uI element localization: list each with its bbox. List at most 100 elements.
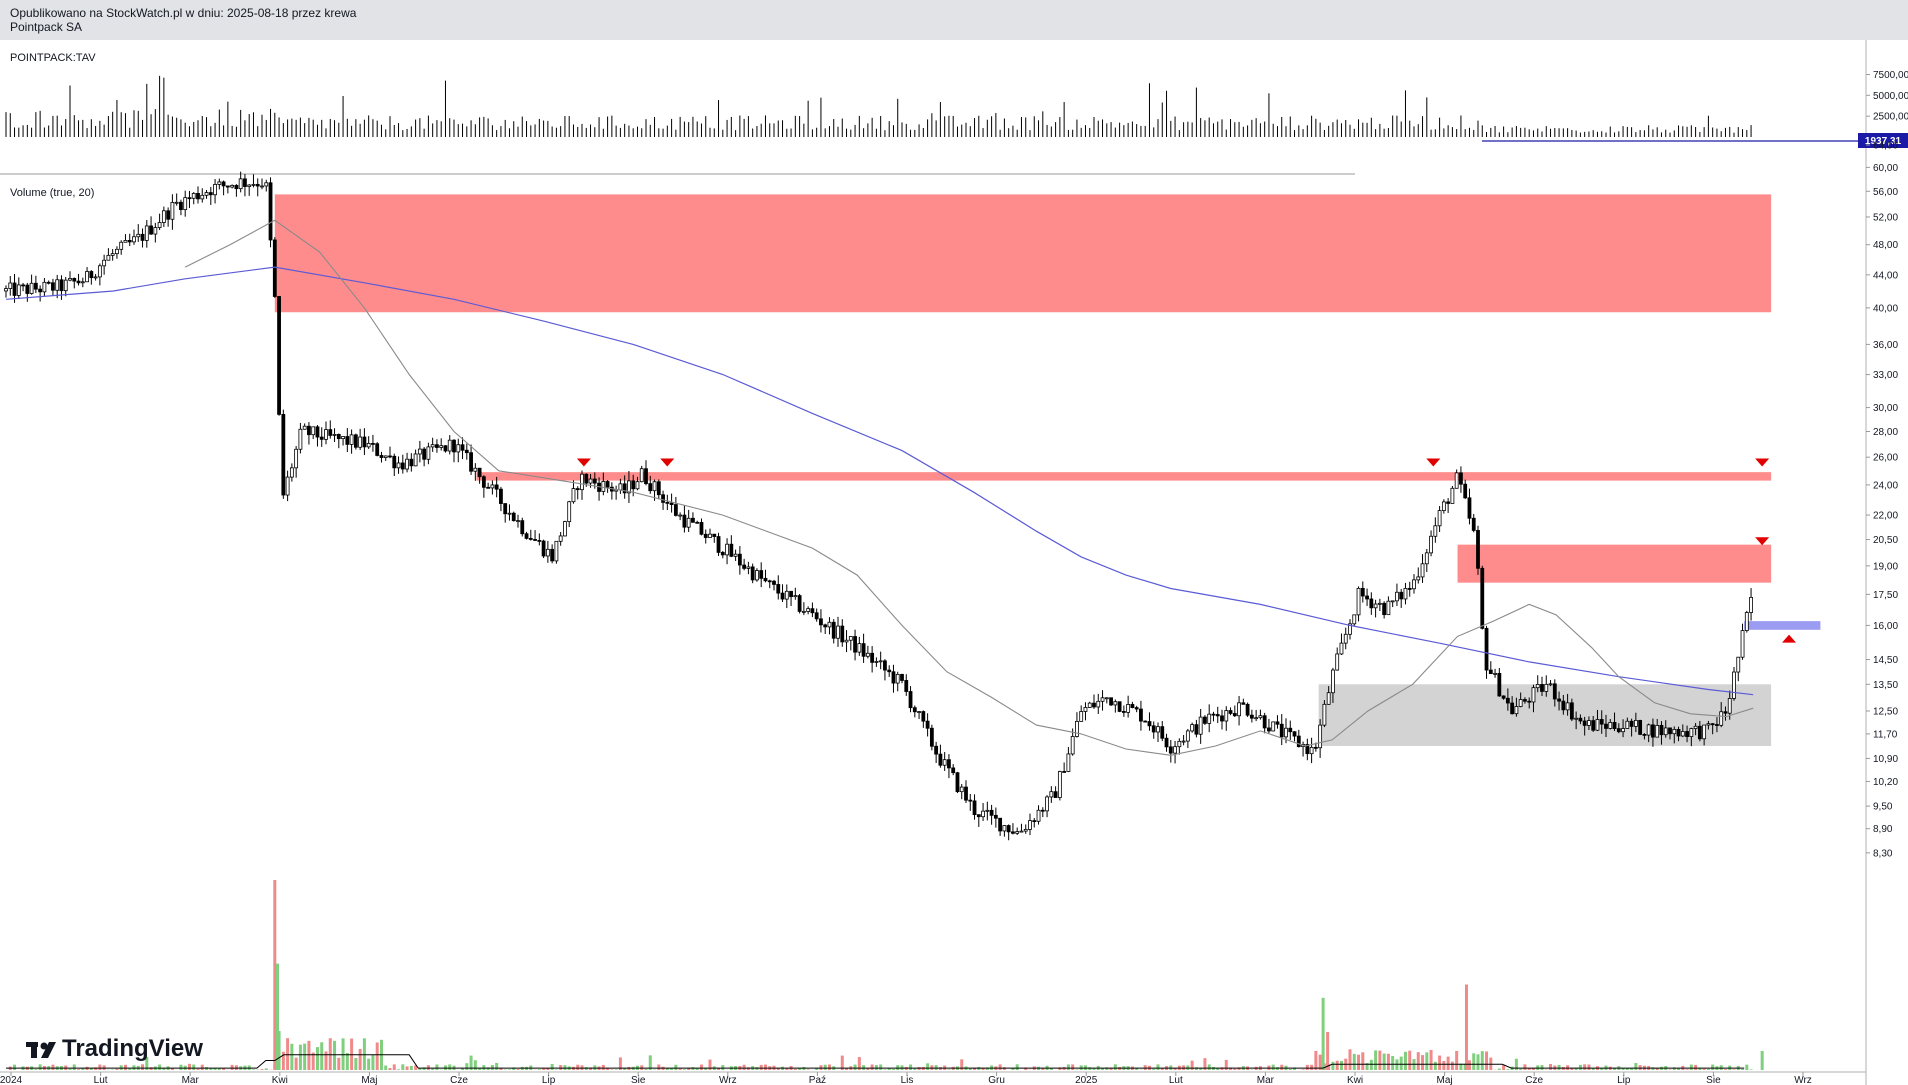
bottom-volume-bar [785, 1068, 789, 1070]
candle-body [571, 488, 576, 503]
bottom-volume-bar [200, 1064, 204, 1070]
candle-body [865, 652, 870, 657]
candle-body [1339, 642, 1344, 655]
candle-body [392, 455, 397, 469]
candle-body [746, 566, 751, 569]
bottom-volume-bar [1288, 1068, 1292, 1070]
candle-body [784, 590, 789, 600]
marker-down-0 [576, 458, 591, 467]
bottom-volume-bar [537, 1069, 541, 1070]
candle-body [430, 444, 435, 448]
candle-body [358, 436, 363, 448]
bottom-volume-bar [469, 1055, 473, 1070]
bottom-volume-bar [670, 1068, 674, 1070]
candle-body [1053, 791, 1058, 798]
bottom-volume-bar [1403, 1051, 1407, 1070]
candle-body [580, 473, 584, 491]
chart-canvas[interactable]: POINTPACK:TAV 0,002500,005000,007500,00 … [0, 40, 1908, 1085]
candle-body [494, 484, 499, 490]
candle-body [1689, 728, 1694, 737]
candle-body [1382, 602, 1387, 616]
candle-body [1433, 525, 1438, 537]
candle-body [1591, 720, 1596, 731]
candle-body [831, 621, 836, 639]
candle-body [567, 501, 572, 522]
candle-body [908, 691, 913, 709]
bottom-volume-bar [973, 1067, 977, 1070]
candle-body [72, 278, 77, 282]
bottom-volume-bar [909, 1064, 913, 1070]
price-tick-label: 10,90 [1873, 754, 1898, 765]
bottom-volume-bar [806, 1069, 810, 1070]
candle-body [1305, 744, 1310, 755]
candle-body [695, 521, 700, 524]
candle-body [4, 288, 8, 292]
candle-body [102, 259, 107, 267]
candle-body [1130, 704, 1135, 708]
bottom-volume-bar [89, 1068, 93, 1070]
candle-body [1036, 809, 1041, 822]
candle-body [1322, 703, 1327, 726]
bottom-volume-bar [960, 1059, 964, 1070]
candle-body [1207, 713, 1212, 724]
bottom-volume-bar [431, 1068, 435, 1070]
candle-body [1646, 724, 1651, 736]
candle-body [878, 660, 883, 663]
candle-body [499, 488, 503, 504]
candle-body [1249, 714, 1254, 719]
candle-body [174, 201, 179, 204]
candle-body [545, 548, 550, 557]
candle-body [1501, 695, 1506, 699]
time-tick-label: Cze [1525, 1075, 1543, 1085]
bottom-volume-bar [115, 1068, 119, 1070]
candle-body [921, 711, 926, 722]
price-tick-label: 40,00 [1873, 303, 1898, 314]
bottom-volume-bar [38, 1064, 42, 1070]
bottom-volume-bar [1369, 1059, 1373, 1070]
candle-body [294, 448, 299, 469]
candle-body [46, 281, 51, 284]
bottom-volume-bar [1702, 1068, 1706, 1070]
bottom-volume-bar [311, 1052, 315, 1070]
candle-body [951, 767, 956, 774]
candle-body [652, 481, 657, 492]
candle-body [673, 504, 678, 516]
candle-body [793, 595, 798, 598]
candle-body [264, 182, 269, 187]
price-tick-label: 44,00 [1873, 270, 1898, 281]
candle-body [819, 618, 823, 626]
bottom-volume-bar [405, 1066, 409, 1070]
candle-body [763, 577, 768, 582]
candle-body [507, 512, 512, 515]
bottom-volume-bar [328, 1038, 332, 1070]
candle-body [1403, 588, 1408, 600]
bottom-volume-bar [947, 1069, 951, 1070]
candle-body [797, 595, 802, 612]
candle-body [85, 271, 89, 283]
candle-body [1015, 831, 1020, 834]
candle-body [460, 444, 465, 451]
bottom-volume-bar [128, 1068, 132, 1070]
bottom-volume-bar [1335, 1060, 1339, 1070]
candle-body [1633, 719, 1638, 727]
candle-body [823, 624, 828, 628]
candle-body [1185, 730, 1190, 742]
bottom-volume-bar [1229, 1067, 1233, 1070]
bottom-volume-bar [1305, 1064, 1309, 1070]
candle-body [1220, 715, 1224, 722]
candle-body [234, 184, 239, 190]
candle-body [1424, 552, 1429, 565]
candle-body [1028, 820, 1032, 830]
price-zones [274, 194, 1821, 746]
candle-body [929, 727, 934, 747]
candle-body [887, 669, 892, 673]
candle-body [1680, 731, 1685, 737]
bottom-volume-bar [277, 1031, 281, 1070]
candle-body [1740, 630, 1745, 658]
candle-body [1023, 829, 1028, 832]
time-tick-label: Maj [1437, 1075, 1453, 1085]
candle-body [1412, 579, 1416, 590]
candle-body [618, 483, 623, 491]
bottom-volume-bar [853, 1064, 857, 1070]
candle-body [1070, 736, 1075, 755]
